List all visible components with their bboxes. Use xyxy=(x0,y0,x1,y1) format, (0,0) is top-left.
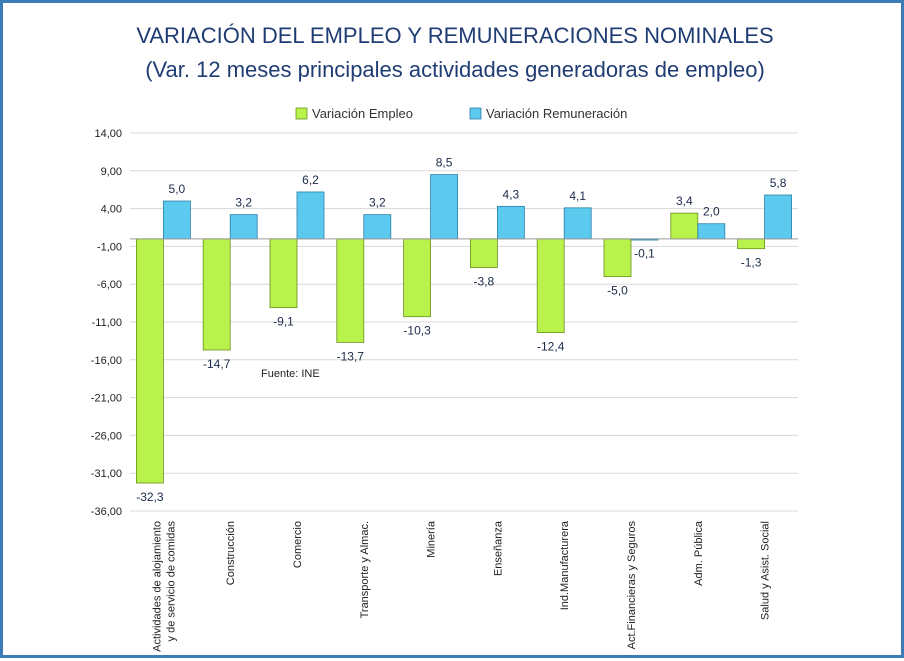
bar-empleo xyxy=(536,238,565,333)
data-label: -3,8 xyxy=(474,275,495,289)
source-note: Fuente: INE xyxy=(261,368,320,380)
bar-remuneracion xyxy=(430,174,459,240)
x-category-label: Comercio xyxy=(292,521,304,568)
legend-swatch xyxy=(295,107,308,120)
legend-label: Variación Remuneración xyxy=(486,106,627,121)
data-label: -13,7 xyxy=(337,349,365,363)
bar-empleo xyxy=(135,238,164,484)
bar-remuneracion xyxy=(496,205,525,240)
y-axis: 14,00 9,00 4,00 -1,00 -6,00 -11,00 -16,00 -21,0… xyxy=(91,128,122,518)
bar-empleo xyxy=(603,238,632,278)
data-label: 3,2 xyxy=(235,196,252,210)
data-label: -14,7 xyxy=(203,357,231,371)
data-label: -9,1 xyxy=(273,315,294,329)
chart-title: VARIACIÓN DEL EMPLEO Y REMUNERACIONES NO… xyxy=(136,23,773,48)
data-label: -32,3 xyxy=(136,490,164,504)
chart-subtitle: (Var. 12 meses principales actividades g… xyxy=(145,57,765,82)
data-label: -1,3 xyxy=(741,256,762,270)
y-tick-label: 9,00 xyxy=(101,166,122,178)
data-label: 2,0 xyxy=(703,205,720,219)
x-category-label: Transporte y Almac. xyxy=(359,521,371,618)
data-label: -12,4 xyxy=(537,340,565,354)
y-tick-label: -16,00 xyxy=(91,355,122,367)
legend-item: Variación Remuneración xyxy=(469,106,627,121)
x-category-label: Actividades de alojamiento xyxy=(151,521,163,652)
bar-remuneracion xyxy=(764,194,792,240)
y-tick-label: 4,00 xyxy=(101,204,122,216)
x-category-label: Minería xyxy=(426,520,438,558)
data-label: 5,0 xyxy=(169,182,186,196)
x-category-label: Enseñanza xyxy=(492,520,504,576)
bar-remuneracion xyxy=(697,223,726,240)
data-label: -0,1 xyxy=(634,247,655,261)
bar-empleo xyxy=(469,238,498,268)
y-tick-label: -31,00 xyxy=(91,468,122,480)
data-label: 8,5 xyxy=(436,156,453,170)
data-label: 3,2 xyxy=(369,196,386,210)
data-label: -10,3 xyxy=(403,324,431,338)
bar-remuneracion xyxy=(296,191,325,240)
y-tick-label: -26,00 xyxy=(91,430,122,442)
bar-empleo xyxy=(269,238,298,309)
y-tick-label: -11,00 xyxy=(92,317,122,329)
legend: Variación Empleo Variación Remuneración xyxy=(295,106,627,121)
bar-remuneracion xyxy=(229,214,258,240)
x-category-label: Adm. Pública xyxy=(693,520,705,586)
legend-label: Variación Empleo xyxy=(312,106,413,121)
data-label: 6,2 xyxy=(302,173,319,187)
x-category-label: y de servicio de comidas xyxy=(165,521,177,642)
data-label: 5,8 xyxy=(770,176,787,190)
x-axis-categories: Actividades de alojamiento y de servicio … xyxy=(151,520,771,652)
data-label: 4,1 xyxy=(569,189,586,203)
y-tick-label: -6,00 xyxy=(97,279,122,291)
bar-empleo xyxy=(737,238,765,250)
bar-empleo xyxy=(202,238,231,351)
data-labels: -32,3 -14,7 -9,1 -13,7 -10,3 -3,8 -12,4 -5,0 3,4… xyxy=(136,156,787,504)
y-tick-label: 14,00 xyxy=(94,128,122,140)
bar-remuneracion xyxy=(162,200,191,240)
bar-remuneracion xyxy=(363,214,392,240)
x-category-label: Salud y Asist. Social xyxy=(760,521,772,620)
bars xyxy=(135,174,792,484)
x-category-label: Act.Financieras y Seguros xyxy=(626,521,638,650)
bar-empleo xyxy=(336,238,365,343)
data-label: 3,4 xyxy=(676,194,693,208)
y-tick-label: -21,00 xyxy=(91,393,122,405)
y-tick-label: -36,00 xyxy=(91,506,122,518)
y-tick-label: -1,00 xyxy=(97,241,122,253)
bar-empleo xyxy=(403,238,432,318)
x-category-label: Construcción xyxy=(225,521,237,585)
bar-empleo xyxy=(670,212,699,240)
bar-remuneracion xyxy=(563,207,592,240)
legend-swatch xyxy=(469,107,482,120)
gridlines xyxy=(130,132,798,512)
x-category-label: Ind.Manufacturera xyxy=(559,520,571,610)
legend-item: Variación Empleo xyxy=(295,106,413,121)
chart: VARIACIÓN DEL EMPLEO Y REMUNERACIONES NO… xyxy=(91,23,798,652)
data-label: -5,0 xyxy=(607,284,628,298)
data-label: 4,3 xyxy=(503,187,520,201)
